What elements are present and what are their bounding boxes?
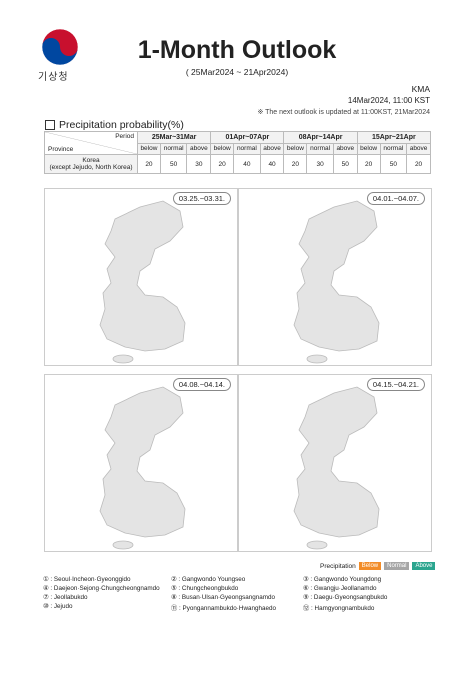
table-corner: Period Province [44, 131, 138, 155]
panel-period-label: 04.15.~04.21. [366, 378, 425, 391]
category-header: normal [379, 142, 408, 155]
value-cell: 40 [233, 154, 261, 174]
value-cell: 50 [379, 154, 408, 174]
value-cell: 20 [210, 154, 235, 174]
value-cell: 30 [186, 154, 212, 174]
category-header: above [259, 142, 285, 155]
region-entry: ① : Seoul·Incheon·Gyeonggido [43, 576, 131, 583]
region-entry: ⑪ : Pyongannambukdo·Hwanghaedo [171, 605, 277, 612]
korea-map [99, 200, 186, 364]
region-entry: ⑦ : Jeollabukdo [43, 594, 88, 601]
jeju-shape [112, 354, 134, 364]
category-header: normal [233, 142, 261, 155]
jeju-shape [306, 354, 328, 364]
region-entry: ② : Gangwondo Youngseo [171, 576, 246, 583]
page-subtitle: ( 25Mar2024 ~ 21Apr2024) [185, 67, 289, 77]
category-header: normal [306, 142, 334, 155]
peninsula-shape [293, 386, 380, 538]
korea-map [99, 386, 186, 550]
province-cell: Korea (except Jejudo, North Korea) [44, 154, 138, 174]
period-header: 08Apr~14Apr [283, 131, 358, 144]
region-entry: ③ : Gangwondo Youngdong [303, 576, 382, 583]
category-header: below [356, 142, 381, 155]
province-name: Korea [82, 157, 100, 164]
value-cell: 50 [332, 154, 358, 174]
category-header: below [283, 142, 308, 155]
panel-period-label: 04.01.~04.07. [366, 192, 425, 205]
period-header: 15Apr~21Apr [356, 131, 432, 144]
kma-logo [41, 28, 79, 66]
precipitation-legend: Precipitation Below Normal Above [320, 562, 436, 570]
section-bullet-icon [45, 120, 55, 130]
region-entry: ⑥ : Gwangju·Jeollanamdo [303, 585, 377, 592]
logo-text: 기상청 [38, 72, 69, 83]
value-cell: 20 [406, 154, 431, 174]
region-entry: ⑫ : Hamgyongnambukdo [303, 605, 375, 612]
table-row: Korea (except Jejudo, North Korea) 20 50… [44, 154, 431, 174]
category-header: above [332, 142, 358, 155]
korea-map [293, 386, 380, 550]
category-header: below [137, 142, 161, 155]
map-panel: 04.08.~04.14. [44, 374, 238, 552]
region-entry: ⑤ : Chungcheongbukdo [171, 585, 239, 592]
issued-time: 14Mar2024, 11:00 KST [347, 96, 430, 105]
legend-title: Precipitation [320, 562, 356, 570]
peninsula-shape [99, 200, 186, 352]
value-cell: 30 [306, 154, 334, 174]
value-cell: 20 [283, 154, 308, 174]
korea-map [293, 200, 380, 364]
region-entry: ④ : Daejeon·Sejong·Chungcheongnamdo [43, 585, 160, 592]
section-heading: Precipitation probability(%) [45, 119, 184, 131]
map-panel: 03.25.~03.31. [44, 188, 238, 366]
period-label: Period [115, 133, 134, 140]
region-entry: ⑨ : Daegu·Gyeongsangbukdo [303, 594, 388, 601]
category-header: below [210, 142, 235, 155]
value-cell: 40 [259, 154, 285, 174]
probability-table: Period Province 25Mar~31Mar 01Apr~07Apr … [44, 131, 432, 174]
value-cell: 50 [159, 154, 188, 174]
next-update-note: ※ The next outlook is updated at 11:00KS… [257, 109, 430, 116]
jeju-shape [112, 540, 134, 550]
map-panel: 04.15.~04.21. [238, 374, 432, 552]
province-label: Province [48, 146, 74, 153]
legend-below: Below [358, 562, 382, 570]
category-header: above [406, 142, 431, 155]
legend-above: Above [412, 562, 436, 570]
region-entry: ⑧ : Busan·Ulsan·Gyeongsangnamdo [171, 594, 276, 601]
region-entry: ⑩ : Jejudo [43, 603, 73, 610]
section-title: Precipitation probability(%) [59, 119, 184, 131]
organization: KMA [411, 84, 430, 94]
period-header: 25Mar~31Mar [136, 131, 212, 144]
value-cell: 20 [356, 154, 381, 174]
panel-period-label: 03.25.~03.31. [172, 192, 231, 205]
peninsula-shape [293, 200, 380, 352]
region-key: ① : Seoul·Incheon·Gyeonggido ② : Gangwon… [43, 576, 433, 612]
category-header: normal [159, 142, 188, 155]
category-header: above [186, 142, 212, 155]
page-title: 1-Month Outlook [137, 36, 337, 64]
panel-period-label: 04.08.~04.14. [172, 378, 231, 391]
period-header: 01Apr~07Apr [210, 131, 285, 144]
legend-normal: Normal [384, 562, 410, 570]
value-cell: 20 [137, 154, 161, 174]
jeju-shape [306, 540, 328, 550]
province-note: (except Jejudo, North Korea) [49, 164, 133, 171]
map-panel: 04.01.~04.07. [238, 188, 432, 366]
peninsula-shape [99, 386, 186, 538]
